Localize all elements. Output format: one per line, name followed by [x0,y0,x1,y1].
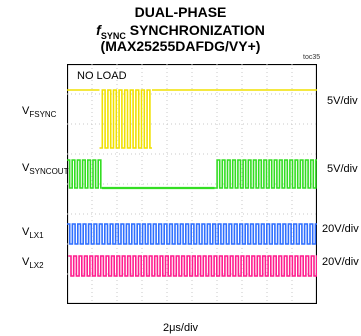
channel-label-syncout: VSYNCOUT [22,162,68,176]
no-load-annotation: NO LOAD [77,70,127,82]
channel-label-lx1: VLX1 [22,226,44,240]
channel-name: V [22,105,30,117]
channel-label-lx2: VLX2 [22,256,44,270]
channel-sub: LX1 [29,231,44,241]
title-synchronization: SYNCHRONIZATION [125,22,265,38]
channel-name: V [22,162,30,174]
title-sync-subscript: SYNC [100,30,126,41]
figure-tag: toc35 [303,54,321,61]
channel-sub: LX2 [29,261,44,271]
title-f: f [96,22,101,38]
scope-plot: NO LOAD [67,64,317,304]
trace-lx1-switching [67,223,317,245]
channel-name: V [22,226,30,238]
scale-syncout: 5V/div [327,163,358,175]
trace-syncout-switching-right [214,159,317,189]
trace-fsync-switching [99,89,152,149]
trace-syncout-switching-left [67,159,102,189]
chart-title-line-1: DUAL-PHASE [134,4,227,20]
channel-sub: FSYNC [29,110,57,120]
scale-fsync: 5V/div [327,95,358,107]
channel-name: V [22,256,30,268]
channel-label-fsync: VFSYNC [22,105,56,119]
trace-lx2-switching [68,255,317,277]
scale-lx2: 20V/div [322,256,359,268]
timebase-label: 2μs/div [162,322,199,334]
chart-title-line-3: (MAX25255DAFDG/VY+) [100,38,261,54]
scale-lx1: 20V/div [322,223,359,235]
traces [67,89,317,277]
chart-title-line-2: fSYNC SYNCHRONIZATION [0,22,361,44]
channel-sub: SYNCOUT [29,167,69,177]
